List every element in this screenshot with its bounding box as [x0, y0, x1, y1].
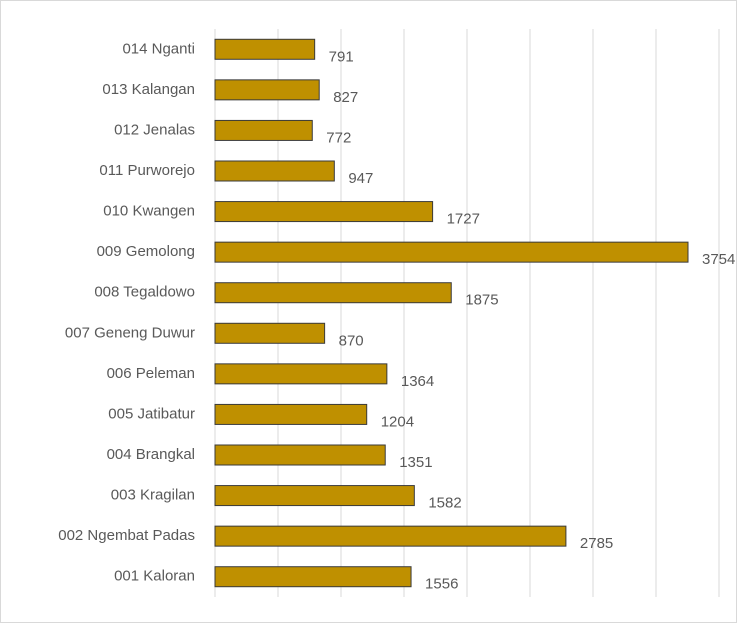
y-tick-label: 010 Kwangen — [103, 203, 195, 220]
y-tick-label: 005 Jatibatur — [108, 405, 195, 422]
y-tick-label: 014 Nganti — [122, 40, 195, 57]
y-tick-label: 006 Peleman — [107, 365, 195, 382]
data-label: 1727 — [447, 211, 480, 228]
data-label: 2785 — [580, 535, 613, 552]
bar — [214, 444, 386, 466]
bar — [214, 566, 412, 588]
data-label: 870 — [339, 332, 364, 349]
bar — [214, 79, 320, 101]
bar — [214, 282, 452, 304]
bar — [214, 485, 415, 507]
data-label: 1582 — [428, 495, 461, 512]
y-tick-label: 003 Kragilan — [111, 487, 195, 504]
data-label: 791 — [329, 48, 354, 65]
data-label: 1364 — [401, 373, 434, 390]
bar — [214, 119, 313, 141]
data-label: 827 — [333, 89, 358, 106]
y-tick-label: 002 Ngembat Padas — [58, 527, 195, 544]
y-tick-label: 012 Jenalas — [114, 121, 195, 138]
y-tick-label: 007 Geneng Duwur — [65, 324, 195, 341]
y-tick-label: 004 Brangkal — [107, 446, 195, 463]
bar — [214, 241, 689, 263]
bar — [214, 322, 326, 344]
data-label: 772 — [326, 129, 351, 146]
y-tick-label: 008 Tegaldowo — [94, 284, 195, 301]
data-label: 1556 — [425, 576, 458, 593]
data-label: 1204 — [381, 413, 414, 430]
bar — [214, 201, 434, 223]
bar — [214, 160, 335, 182]
data-label: 1351 — [399, 454, 432, 471]
bar — [214, 363, 388, 385]
y-tick-label: 009 Gemolong — [97, 243, 195, 260]
y-tick-label: 013 Kalangan — [102, 81, 195, 98]
bar — [214, 38, 316, 60]
data-label: 1875 — [465, 292, 498, 309]
data-label: 3754 — [702, 251, 735, 268]
bar — [214, 525, 567, 547]
bar — [214, 403, 368, 425]
y-tick-label: 001 Kaloran — [114, 568, 195, 585]
y-tick-label: 011 Purworejo — [99, 162, 195, 179]
data-label: 947 — [348, 170, 373, 187]
